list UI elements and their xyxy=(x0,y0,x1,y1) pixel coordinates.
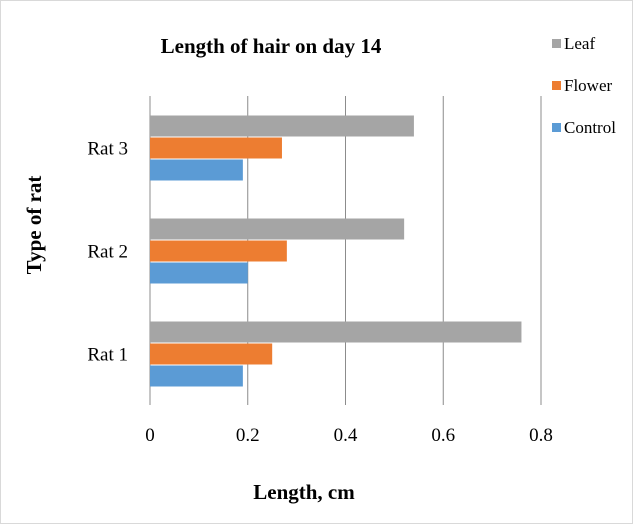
y-tick-label: Rat 3 xyxy=(87,139,128,160)
bar-flower xyxy=(150,240,287,262)
bar-leaf xyxy=(150,218,405,240)
x-axis-title: Length, cm xyxy=(253,480,355,504)
legend-swatch xyxy=(552,123,561,132)
chart-title: Length of hair on day 14 xyxy=(161,34,382,58)
bar-leaf xyxy=(150,321,522,343)
bar-leaf xyxy=(150,115,414,137)
x-tick-label: 0.8 xyxy=(529,425,553,446)
x-tick-label: 0.2 xyxy=(236,425,260,446)
legend-label: Control xyxy=(564,118,616,137)
bar-control xyxy=(150,262,248,284)
legend-swatch xyxy=(552,81,561,90)
x-tick-label: 0.6 xyxy=(431,425,455,446)
bar-flower xyxy=(150,343,273,365)
bar-control xyxy=(150,365,243,387)
legend: Leaf Flower Control xyxy=(552,34,616,137)
x-tick-labels: 0 0.2 0.4 0.6 0.8 xyxy=(145,425,553,446)
legend-swatch xyxy=(552,39,561,48)
bar-flower xyxy=(150,137,282,159)
y-axis-title: Type of rat xyxy=(22,176,46,275)
y-tick-label: Rat 1 xyxy=(87,345,128,366)
bar-control xyxy=(150,159,243,181)
y-tick-labels: Rat 1 Rat 2 Rat 3 xyxy=(87,139,128,366)
legend-label: Leaf xyxy=(564,34,595,53)
x-tick-label: 0.4 xyxy=(334,425,358,446)
bars xyxy=(150,115,522,387)
y-tick-label: Rat 2 xyxy=(87,242,128,263)
x-tick-label: 0 xyxy=(145,425,155,446)
legend-label: Flower xyxy=(564,76,613,95)
